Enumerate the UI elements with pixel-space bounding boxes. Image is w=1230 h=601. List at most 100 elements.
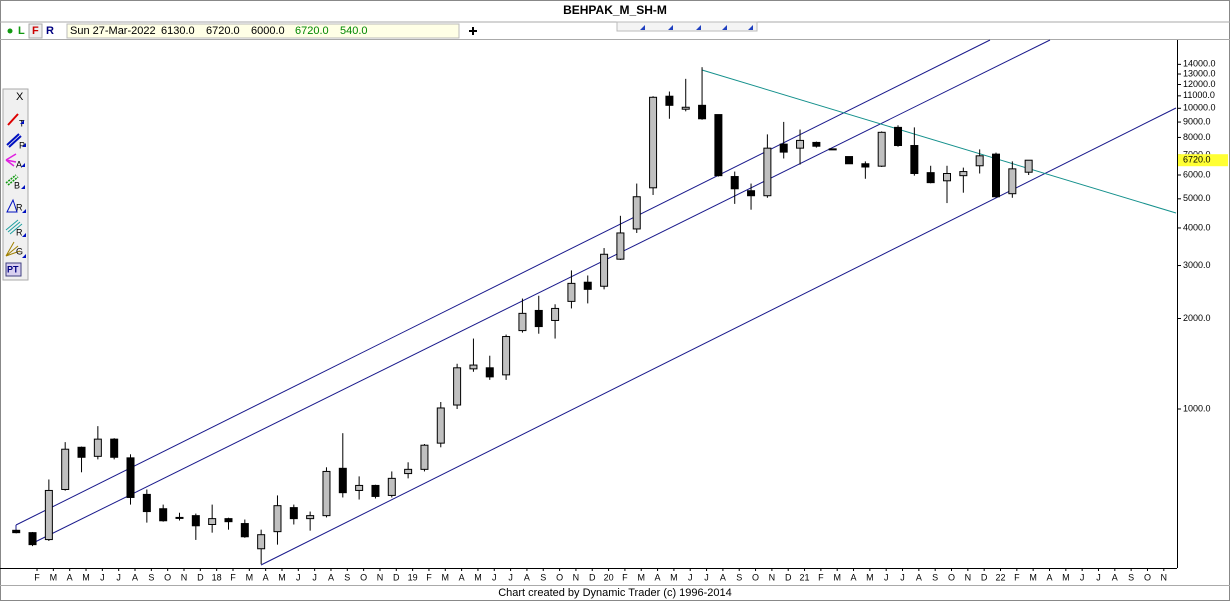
candle-body [632, 196, 641, 230]
x-tick-label: F [34, 572, 40, 582]
candle-body [404, 468, 413, 475]
palette-close[interactable]: X [16, 91, 24, 103]
x-tick-label: M [246, 572, 254, 582]
x-tick-label: A [132, 572, 138, 582]
candle-body [877, 131, 886, 167]
x-tick-label: A [916, 572, 922, 582]
tool-icon[interactable] [5, 241, 21, 257]
tool-a[interactable]: A [16, 159, 22, 169]
x-tick-label: M [1029, 572, 1037, 582]
x-tick-label: 22 [995, 572, 1005, 582]
y-tick-label: 10000.0 [1183, 103, 1216, 113]
x-tick-label: 18 [212, 572, 222, 582]
add-button[interactable] [469, 27, 477, 35]
x-tick-label: J [1080, 572, 1085, 582]
candle-body [959, 171, 968, 177]
x-tick-label: A [851, 572, 857, 582]
tool-pt-box[interactable] [5, 262, 22, 277]
x-tick-label: F [818, 572, 824, 582]
candle-body [420, 444, 429, 470]
tool-icon[interactable] [5, 219, 23, 235]
y-tick-label: 3000.0 [1183, 260, 1211, 270]
candle-body [208, 518, 217, 525]
button-r[interactable]: R [46, 25, 54, 37]
x-tick-label: A [328, 572, 334, 582]
candle-body [600, 253, 609, 287]
button-l[interactable]: L [18, 25, 25, 37]
candle-body [371, 484, 380, 497]
candle-body [110, 438, 119, 458]
x-tick-label: J [312, 572, 317, 582]
x-tick-label: S [932, 572, 938, 582]
candle-body [1024, 159, 1033, 173]
tool-pt[interactable]: PT [7, 264, 19, 274]
tab-arrows[interactable] [640, 25, 753, 30]
candle-body [698, 104, 707, 120]
candle-body [747, 190, 756, 197]
x-tick-label: J [296, 572, 301, 582]
candle-body [926, 172, 935, 184]
button-f-box[interactable] [28, 23, 43, 39]
x-tick-label: F [426, 572, 432, 582]
info-close: 6720.0 [295, 25, 329, 37]
x-tick-label: S [1128, 572, 1134, 582]
candle-body [175, 516, 184, 519]
candle-body [240, 523, 249, 538]
tab-strip[interactable] [616, 21, 758, 32]
candle-body [665, 95, 674, 106]
candle-body [289, 507, 298, 520]
x-tick-label: J [1096, 572, 1101, 582]
x-tick-label: D [393, 572, 400, 582]
x-tick-label: 21 [800, 572, 810, 582]
info-box [66, 23, 460, 39]
x-tick-label: N [377, 572, 384, 582]
y-tick-label: 2000.0 [1183, 313, 1211, 323]
info-date: Sun 27-Mar-2022 [70, 25, 156, 37]
tool-b[interactable]: B [14, 180, 20, 190]
tool-icon[interactable] [6, 198, 18, 213]
candle-body [763, 147, 772, 197]
candle-body [551, 307, 560, 321]
tool-icon[interactable] [6, 133, 22, 148]
tool-icon[interactable] [7, 113, 19, 126]
tool-p[interactable]: P [19, 140, 25, 150]
candle-body [730, 176, 739, 190]
x-tick-label: F [230, 572, 236, 582]
tool-icon[interactable] [5, 153, 17, 167]
tool-r2[interactable]: R [16, 227, 23, 237]
x-tick-label: D [981, 572, 988, 582]
x-tick-label: N [1161, 572, 1168, 582]
x-tick-label: O [1144, 572, 1151, 582]
trend-line [701, 69, 1177, 214]
tool-g[interactable]: G [16, 246, 23, 256]
tool-icon[interactable] [5, 174, 19, 186]
x-tick-label: M [474, 572, 482, 582]
candle-body [44, 489, 53, 541]
x-tick-label: N [181, 572, 188, 582]
candle-body [61, 448, 70, 490]
x-tick-label: J [704, 572, 709, 582]
candle-body [126, 457, 135, 498]
x-tick-label: M [278, 572, 286, 582]
candle-body [616, 232, 625, 260]
x-tick-label: A [655, 572, 661, 582]
x-tick-label: A [1046, 572, 1052, 582]
x-tick-label: O [164, 572, 171, 582]
y-tick-label: 8000.0 [1183, 132, 1211, 142]
y-tick-label: 1000.0 [1183, 403, 1211, 413]
tool-arrows[interactable] [20, 120, 26, 258]
candle-body [224, 518, 233, 523]
x-tick-label: F [622, 572, 628, 582]
window-title: BEHPAK_M_SH-M [563, 3, 667, 17]
x-tick-label: D [785, 572, 792, 582]
tool-r1[interactable]: R [16, 202, 23, 212]
channel-line [15, 39, 991, 526]
button-f[interactable]: F [32, 25, 39, 37]
x-tick-label: J [492, 572, 497, 582]
x-tick-label: J [900, 572, 905, 582]
channel-line [260, 107, 1177, 566]
x-tick-label: O [360, 572, 367, 582]
candle-body [306, 515, 315, 520]
x-tick-label: D [589, 572, 596, 582]
y-tick-label: 4000.0 [1183, 222, 1211, 232]
